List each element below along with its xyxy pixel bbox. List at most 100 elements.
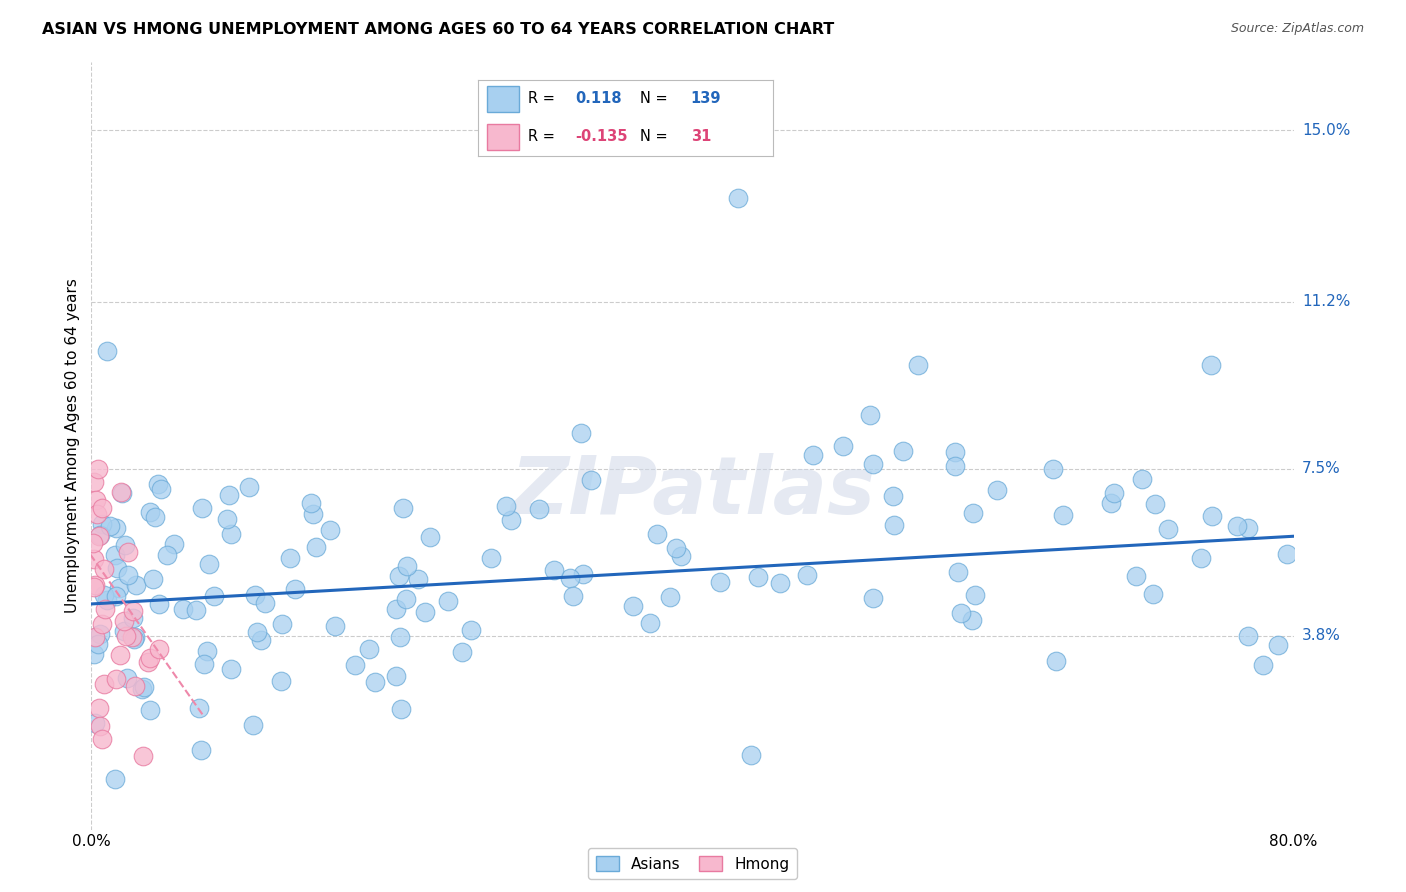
Text: 31: 31 bbox=[690, 128, 711, 144]
Text: R =: R = bbox=[529, 91, 560, 106]
Point bbox=[882, 489, 904, 503]
Point bbox=[172, 602, 194, 616]
Point bbox=[962, 506, 984, 520]
Text: R =: R = bbox=[529, 128, 560, 144]
Point bbox=[108, 648, 131, 662]
Point bbox=[148, 597, 170, 611]
Point bbox=[527, 502, 550, 516]
Point bbox=[131, 682, 153, 697]
Point bbox=[104, 772, 127, 786]
Point bbox=[87, 529, 110, 543]
Legend: Asians, Hmong: Asians, Hmong bbox=[588, 848, 797, 880]
Point bbox=[1042, 461, 1064, 475]
Point bbox=[561, 589, 583, 603]
Point bbox=[862, 457, 884, 471]
Point bbox=[125, 578, 148, 592]
Point bbox=[569, 425, 592, 440]
Point bbox=[114, 629, 136, 643]
Point bbox=[90, 732, 112, 747]
Point bbox=[357, 642, 380, 657]
Point bbox=[132, 749, 155, 764]
Point bbox=[124, 631, 146, 645]
Text: 11.2%: 11.2% bbox=[1302, 294, 1350, 310]
Point bbox=[831, 439, 853, 453]
Point bbox=[114, 538, 136, 552]
Point bbox=[253, 596, 276, 610]
Point bbox=[1102, 485, 1125, 500]
Point bbox=[83, 551, 105, 566]
Point bbox=[156, 548, 179, 562]
Point bbox=[543, 563, 565, 577]
Point bbox=[138, 505, 160, 519]
Point bbox=[479, 551, 502, 566]
Point bbox=[305, 540, 328, 554]
Point bbox=[395, 591, 418, 606]
Point bbox=[301, 507, 323, 521]
Point bbox=[202, 589, 225, 603]
Point bbox=[98, 519, 121, 533]
Text: 3.8%: 3.8% bbox=[1302, 628, 1341, 643]
Point bbox=[270, 673, 292, 688]
Point bbox=[558, 571, 581, 585]
Point bbox=[83, 580, 105, 594]
Point bbox=[1275, 547, 1298, 561]
Point bbox=[1052, 508, 1074, 523]
Point bbox=[90, 616, 112, 631]
Point bbox=[82, 536, 104, 550]
Text: N =: N = bbox=[641, 91, 668, 106]
Point bbox=[86, 637, 108, 651]
Point bbox=[186, 603, 208, 617]
Point bbox=[195, 643, 218, 657]
Point bbox=[110, 484, 132, 499]
Point bbox=[93, 602, 115, 616]
Text: N =: N = bbox=[641, 128, 668, 144]
Point bbox=[385, 669, 408, 683]
FancyBboxPatch shape bbox=[486, 124, 519, 150]
Y-axis label: Unemployment Among Ages 60 to 64 years: Unemployment Among Ages 60 to 64 years bbox=[65, 278, 80, 614]
Point bbox=[124, 679, 146, 693]
Point bbox=[1251, 657, 1274, 672]
Point bbox=[391, 500, 413, 515]
Point bbox=[278, 551, 301, 566]
Point bbox=[221, 527, 243, 541]
Text: ZIPatlas: ZIPatlas bbox=[510, 453, 875, 531]
Point bbox=[796, 568, 818, 582]
Point bbox=[107, 561, 129, 575]
Point bbox=[163, 537, 186, 551]
Point bbox=[1201, 509, 1223, 524]
Point bbox=[242, 718, 264, 732]
Point bbox=[198, 557, 221, 571]
Point bbox=[89, 528, 111, 542]
Point bbox=[104, 589, 127, 603]
Point bbox=[117, 545, 139, 559]
Point bbox=[669, 549, 692, 564]
Point bbox=[93, 562, 115, 576]
Point bbox=[907, 358, 929, 372]
Point bbox=[709, 575, 731, 590]
Point bbox=[1125, 569, 1147, 583]
Point bbox=[191, 501, 214, 516]
Point bbox=[801, 448, 824, 462]
Point bbox=[1237, 521, 1260, 535]
Point bbox=[96, 593, 118, 607]
Point bbox=[1142, 587, 1164, 601]
Point bbox=[460, 623, 482, 637]
Point bbox=[385, 602, 408, 616]
Point bbox=[93, 677, 115, 691]
Point bbox=[645, 527, 668, 541]
Point bbox=[87, 462, 110, 476]
Point bbox=[217, 512, 239, 526]
Point bbox=[83, 647, 105, 661]
Point bbox=[364, 674, 387, 689]
Text: Source: ZipAtlas.com: Source: ZipAtlas.com bbox=[1230, 22, 1364, 36]
Point bbox=[943, 445, 966, 459]
Point bbox=[87, 700, 110, 714]
Point bbox=[112, 624, 135, 639]
Point bbox=[769, 576, 792, 591]
Point bbox=[139, 651, 162, 665]
Point bbox=[89, 719, 111, 733]
Point bbox=[284, 582, 307, 596]
Point bbox=[115, 671, 138, 685]
Point bbox=[891, 443, 914, 458]
Point bbox=[419, 530, 441, 544]
